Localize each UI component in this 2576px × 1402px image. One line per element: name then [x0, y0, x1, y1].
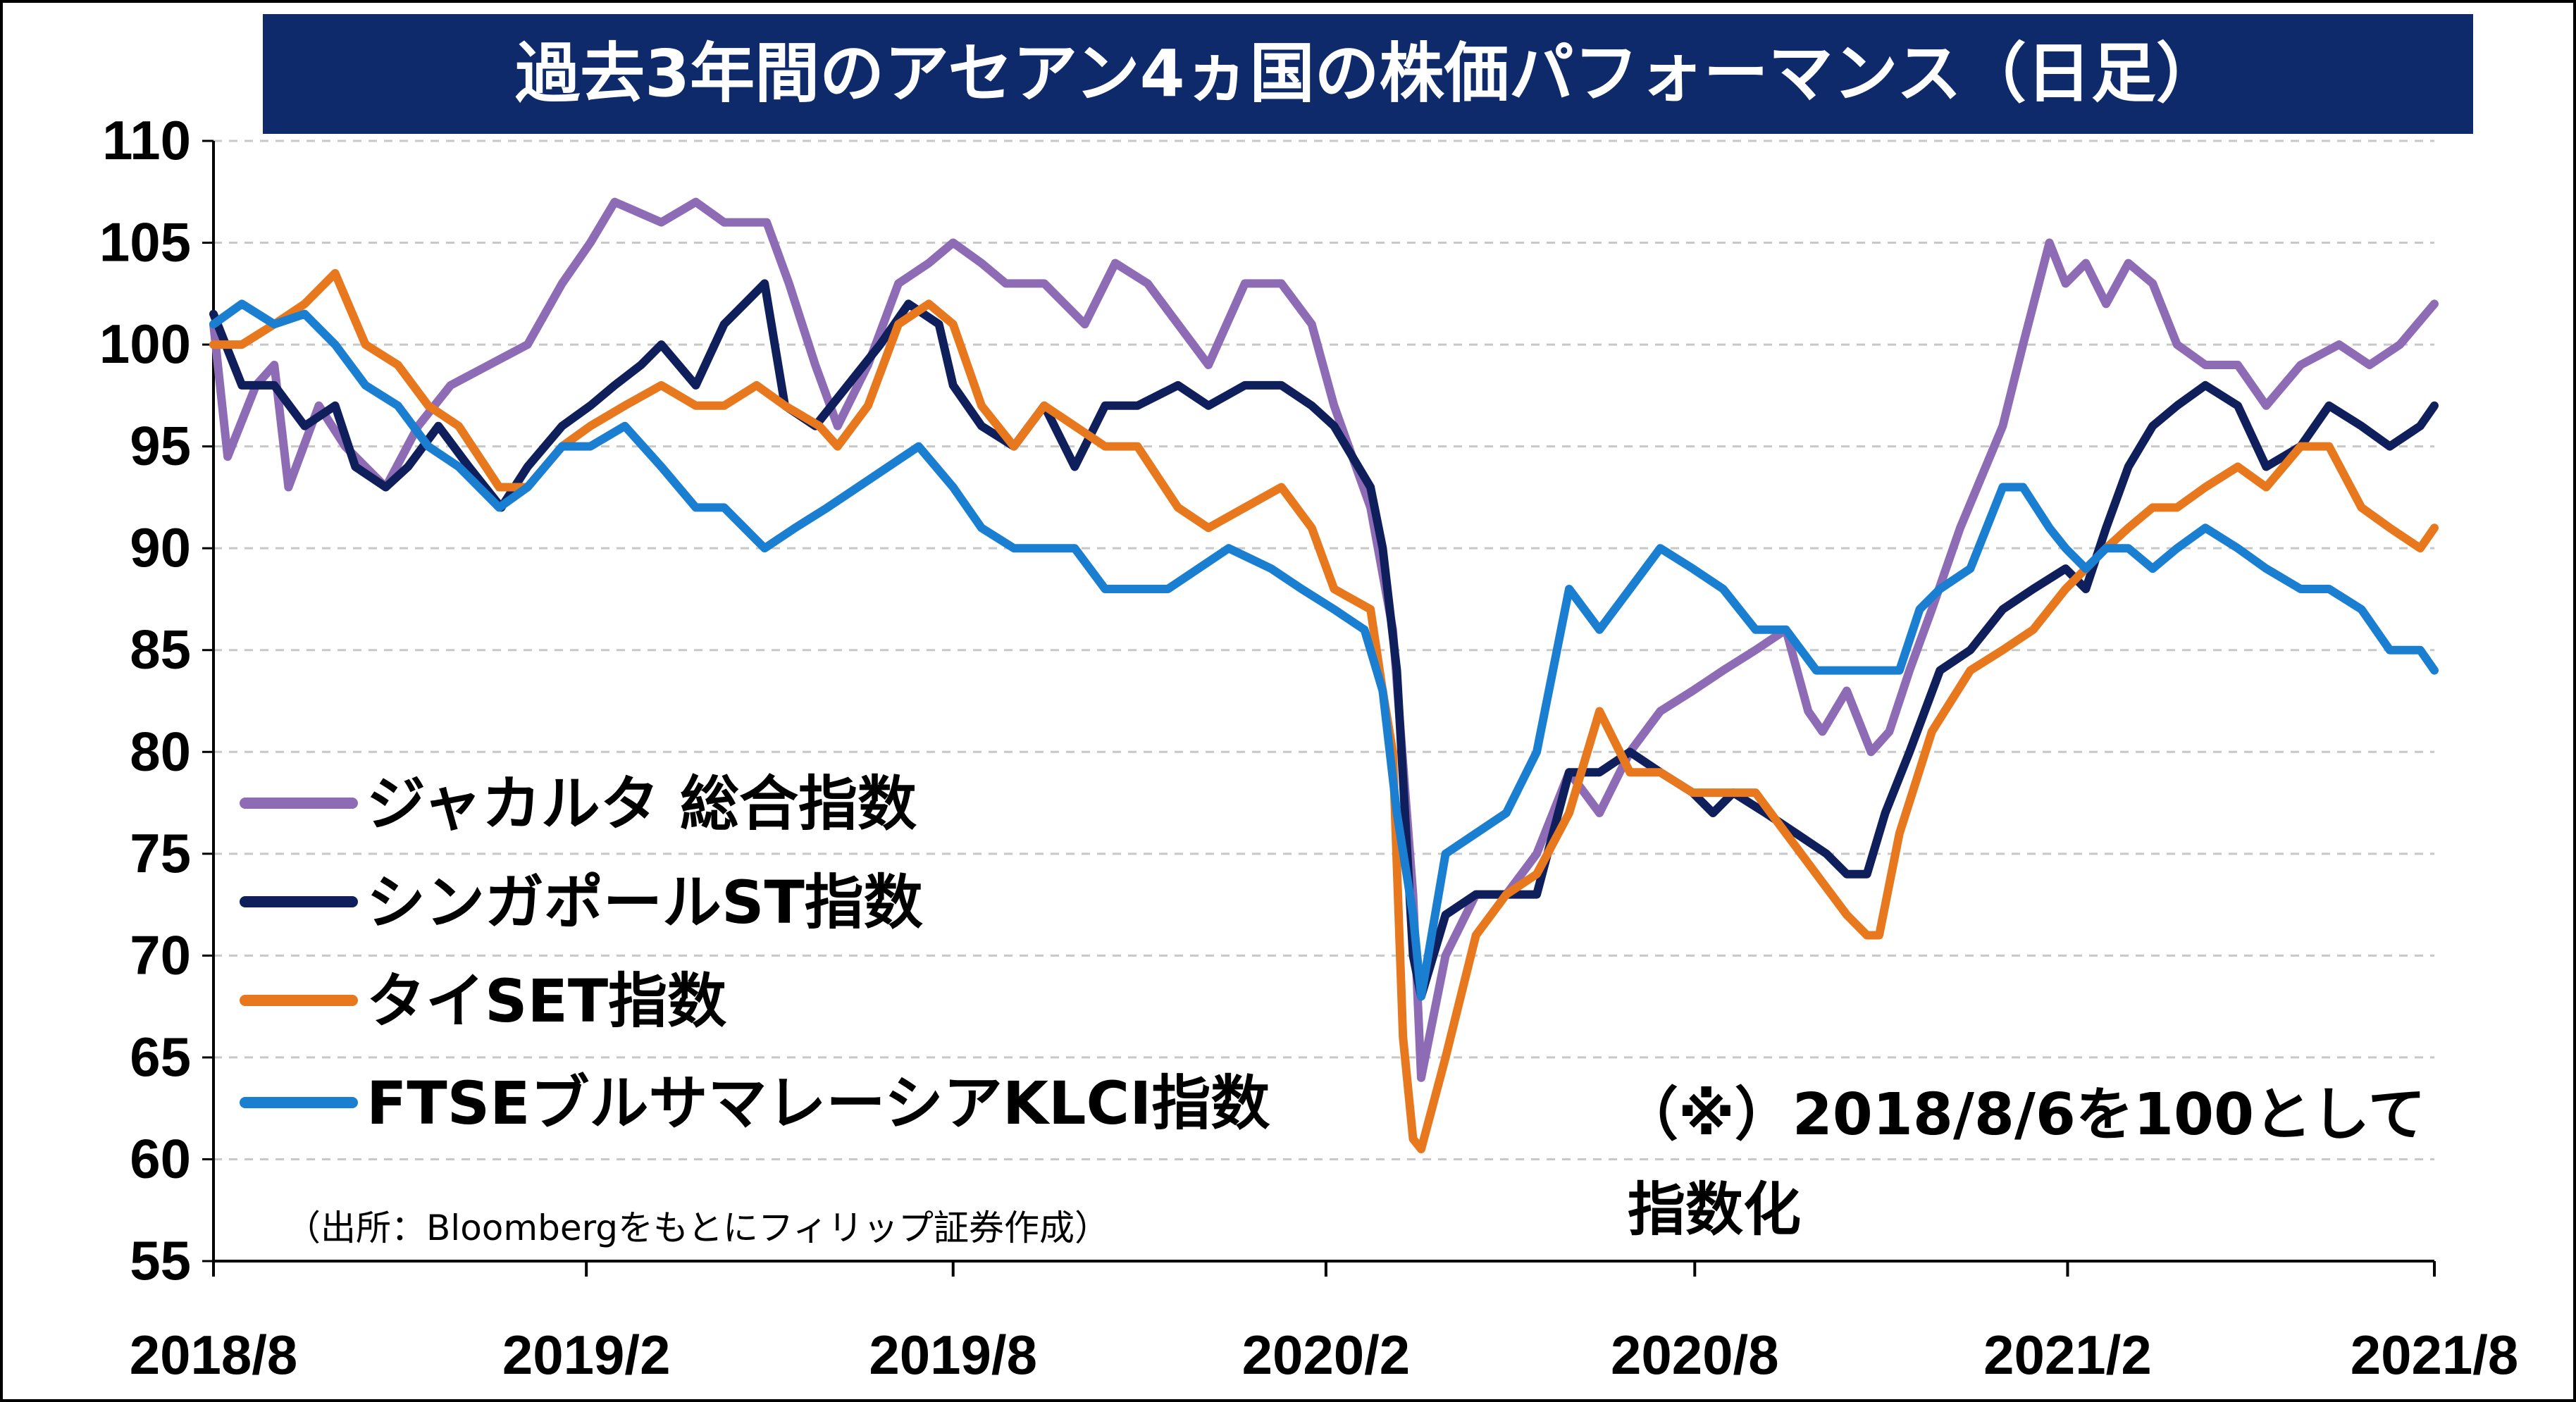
y-tick-label: 85: [130, 619, 191, 681]
index-note-line1: （※）2018/8/6を100として: [1621, 1081, 2426, 1148]
axes: 55 60 65 70 75 80 85 90 95 100 105 110 2018/8 2019/2 2…: [99, 109, 2518, 1386]
x-tick-label: 2021/8: [2351, 1324, 2519, 1386]
y-tick-label: 70: [130, 924, 191, 986]
x-tick-label: 2021/2: [1983, 1324, 2152, 1386]
y-tick-label: 80: [130, 720, 191, 782]
y-tick-label: 100: [99, 313, 191, 375]
y-tick-label: 95: [130, 415, 191, 477]
title-banner: [263, 14, 2473, 134]
y-tick-label: 60: [130, 1127, 191, 1189]
x-tick-label: 2018/8: [130, 1324, 298, 1386]
index-note-line2: 指数化: [1628, 1177, 1801, 1243]
series-line: [209, 299, 2439, 1001]
y-tick-label: 75: [130, 822, 191, 884]
x-tick-label: 2019/8: [869, 1324, 1037, 1386]
y-tick-label: 105: [99, 211, 191, 273]
legend-label: シンガポールST指数: [366, 868, 923, 937]
y-tick-label: 90: [130, 516, 191, 578]
series-lines: [209, 197, 2439, 1153]
series-line: [209, 197, 2439, 1082]
legend-label: タイSET指数: [366, 967, 726, 1036]
x-tick-label: 2020/2: [1242, 1324, 1411, 1386]
y-tick-label: 65: [130, 1026, 191, 1088]
y-tick-label: 110: [102, 109, 191, 171]
legend-label: FTSEブルサマレーシアKLCI指数: [366, 1069, 1270, 1138]
x-tick-label: 2019/2: [502, 1324, 671, 1386]
source-note: （出所：Bloombergをもとにフィリップ証券作成）: [285, 1208, 1110, 1248]
x-tick-label: 2020/8: [1611, 1324, 1779, 1386]
y-tick-label: 55: [130, 1229, 191, 1291]
chart-title: 過去3年間のアセアン4ヵ国の株価パフォーマンス（日足）: [515, 36, 2221, 111]
legend-label: ジャカルタ 総合指数: [366, 769, 917, 838]
